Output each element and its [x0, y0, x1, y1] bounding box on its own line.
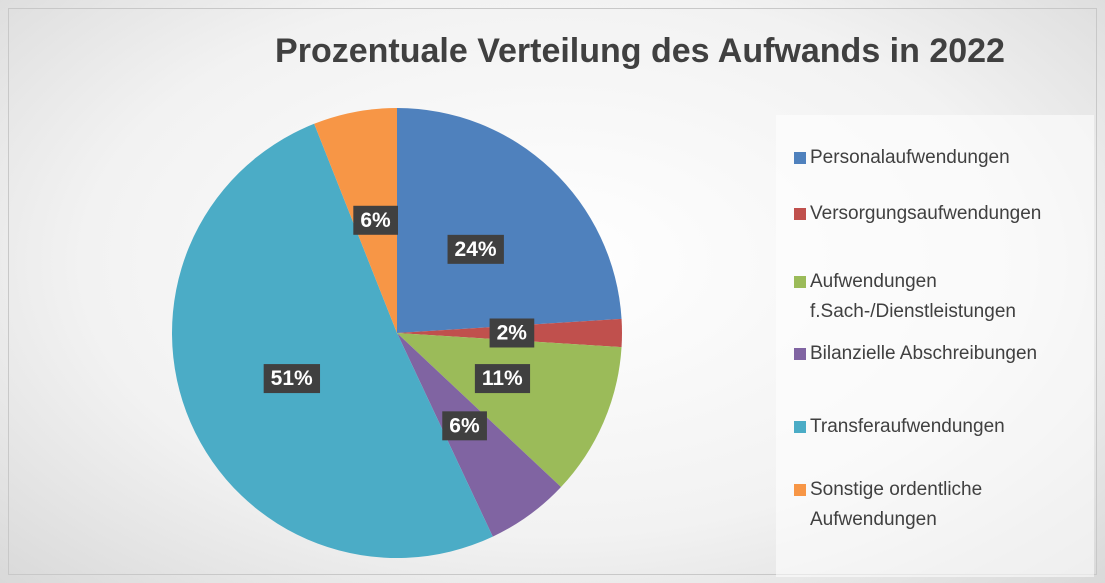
legend-item: Transferaufwendungen — [794, 412, 1084, 442]
pie-slice — [397, 108, 622, 333]
data-label-box — [447, 234, 504, 264]
legend-swatch — [794, 348, 806, 360]
data-label: 11% — [482, 367, 523, 390]
data-label-box — [474, 364, 531, 394]
legend-label: Aufwendungen f.Sach-/Dienstleistungen — [810, 271, 1016, 322]
legend-swatch — [794, 152, 806, 164]
data-label: 24% — [455, 238, 497, 261]
legend-label: Sonstige ordentliche Aufwendungen — [810, 479, 983, 530]
legend: Personalaufwendungen Versorgungsaufwendun… — [776, 115, 1094, 577]
data-label-box — [489, 318, 535, 348]
pie-slice — [171, 123, 493, 559]
legend-item: Aufwendungen f.Sach-/Dienstleistungen — [794, 267, 1084, 327]
chart-frame — [8, 8, 1097, 575]
data-label: 6% — [360, 209, 391, 232]
data-label-box — [263, 364, 321, 394]
chart-title: Prozentuale Verteilung des Aufwands in 2… — [275, 32, 1005, 70]
data-label-box — [442, 411, 487, 441]
legend-label: Versorgungsaufwendungen — [810, 203, 1042, 224]
legend-label: Bilanzielle Abschreibungen — [810, 343, 1038, 364]
legend-item: Sonstige ordentliche Aufwendungen — [794, 475, 1084, 535]
legend-swatch — [794, 276, 806, 288]
legend-label: Transferaufwendungen — [810, 416, 1005, 437]
legend-swatch — [794, 208, 806, 220]
legend-item: Bilanzielle Abschreibungen — [794, 339, 1084, 369]
pie-slice — [397, 333, 622, 488]
data-label-box — [353, 205, 398, 235]
data-label: 2% — [497, 322, 528, 345]
legend-item: Versorgungsaufwendungen — [794, 199, 1084, 229]
legend-swatch — [794, 421, 806, 433]
data-label: 51% — [271, 367, 313, 390]
legend-item: Personalaufwendungen — [794, 143, 1084, 173]
data-label: 6% — [449, 414, 480, 437]
legend-swatch — [794, 484, 806, 496]
legend-label: Personalaufwendungen — [810, 147, 1010, 168]
